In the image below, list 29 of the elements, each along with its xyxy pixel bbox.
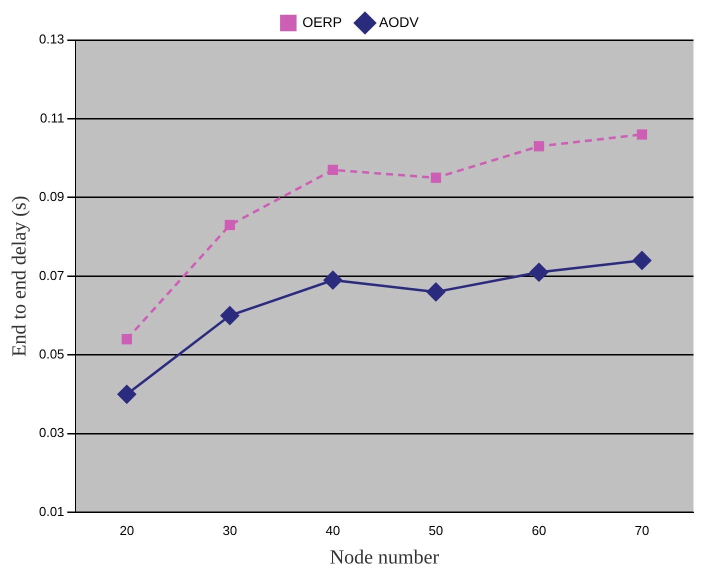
y-axis-title: End to end delay (s) [8, 196, 30, 357]
point [530, 263, 548, 282]
x-tick-label: 20 [120, 522, 134, 538]
x-tick-label: 30 [222, 522, 238, 538]
legend-label: AODV [379, 14, 420, 30]
x-tick-label: 50 [428, 522, 444, 538]
x-tick-label: 60 [532, 522, 546, 538]
point [118, 385, 136, 404]
point [224, 220, 235, 230]
y-tick-label: 0.03 [38, 425, 64, 440]
point [430, 172, 442, 183]
point [534, 141, 544, 152]
point [636, 129, 648, 140]
y-tick-label: 0.09 [38, 189, 64, 204]
x-tick-label: 40 [326, 522, 340, 538]
x-axis-title: Node number [330, 546, 440, 568]
point [426, 282, 446, 302]
y-tick-label: 0.11 [40, 110, 64, 126]
point [122, 334, 132, 344]
y-tick-label: 0.13 [38, 32, 64, 47]
point [324, 270, 342, 290]
y-tick-label: 0.05 [38, 346, 64, 362]
y-tick-label: 0.07 [38, 268, 64, 283]
point [632, 251, 652, 270]
point [220, 306, 240, 325]
y-tick-label: 0.01 [38, 504, 64, 519]
x-tick-label: 70 [634, 522, 650, 538]
legend-label: OERP [302, 14, 342, 30]
point [328, 164, 338, 176]
